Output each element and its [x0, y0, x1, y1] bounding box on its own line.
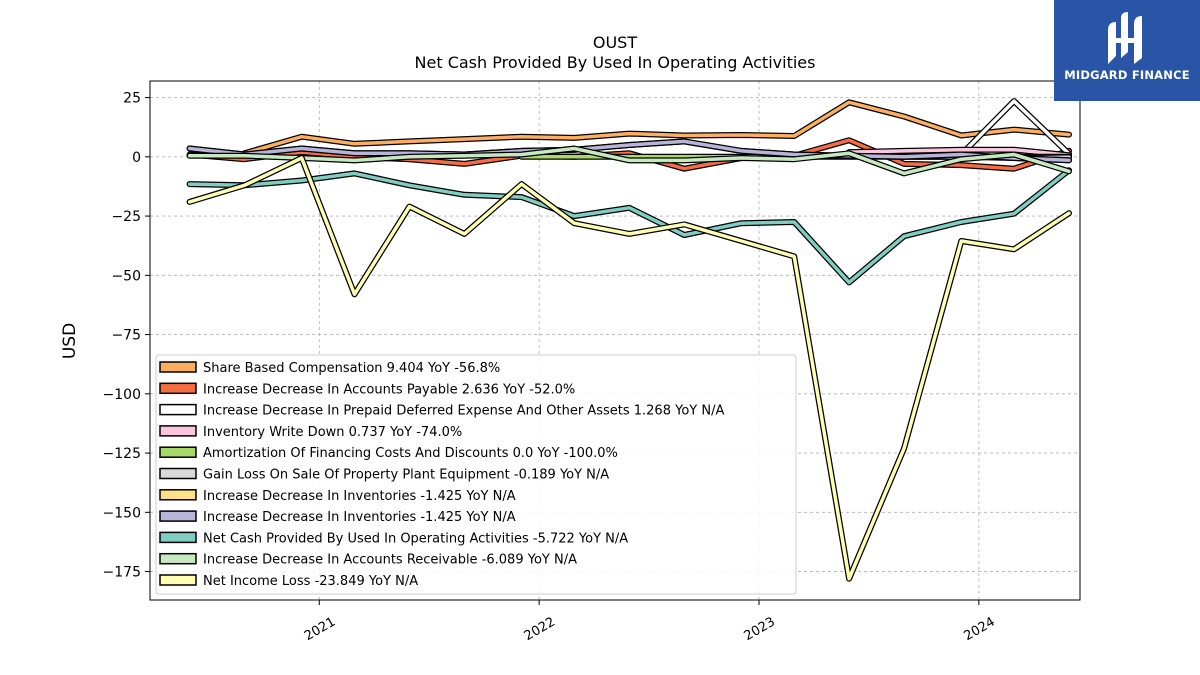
chart-subtitle: Net Cash Provided By Used In Operating A…: [415, 53, 816, 72]
legend-entry: Share Based Compensation 9.404 YoY -56.8…: [203, 361, 500, 376]
legend-swatch: [159, 382, 197, 395]
series-line-1: [187, 138, 1071, 171]
series-line-10: [187, 156, 1071, 581]
legend-swatch: [159, 361, 197, 373]
x-tick-label: 2021: [302, 615, 338, 645]
y-tick-label: −150: [103, 505, 141, 521]
plot-area-frame: [149, 80, 1081, 601]
y-axis-label: USD: [60, 323, 80, 359]
y-tick-label: 0: [132, 150, 141, 166]
x-tick-label: 2024: [962, 615, 998, 645]
legend-box: [155, 354, 797, 595]
legend-entry: Increase Decrease In Prepaid Deferred Ex…: [203, 404, 724, 419]
legend-swatch: [159, 489, 197, 501]
legend-swatch: [159, 552, 197, 565]
legend-swatch: [159, 403, 197, 416]
brand-name: MIDGARD FINANCE: [1064, 68, 1190, 82]
series-line-8: [187, 168, 1071, 285]
series-line-3: [847, 147, 1071, 157]
y-tick-label: −175: [103, 565, 141, 581]
legend-swatch: [159, 446, 197, 458]
y-tick-label: 25: [123, 91, 141, 107]
y-axis-ticks: 25 0 −25 −50 −75 −100 −125 −150 −175: [103, 91, 150, 581]
y-tick-label: −75: [111, 328, 141, 344]
brand-logo: MIDGARD FINANCE: [1054, 0, 1200, 101]
series-line-2: [959, 99, 1071, 157]
legend-entry: Increase Decrease In Inventories -1.425 …: [203, 510, 516, 525]
series-line-9: [187, 146, 1071, 176]
legend-entry: Inventory Write Down 0.737 YoY -74.0%: [203, 425, 462, 440]
legend-swatch: [159, 531, 197, 544]
legend-entry: Increase Decrease In Accounts Receivable…: [203, 553, 577, 568]
y-tick-label: −25: [111, 209, 141, 225]
legend-swatch: [159, 574, 197, 586]
legend: Share Based Compensation 9.404 YoY -56.8…: [155, 354, 797, 595]
legend-entry: Increase Decrease In Accounts Payable 2.…: [203, 382, 575, 397]
x-tick-label: 2023: [742, 615, 778, 645]
logo-mark-icon: [1108, 12, 1142, 64]
y-tick-label: −100: [103, 387, 141, 403]
legend-swatch: [159, 467, 197, 480]
y-tick-label: −125: [103, 446, 141, 462]
legend-entry: Gain Loss On Sale Of Property Plant Equi…: [203, 468, 609, 483]
x-tick-label: 2022: [522, 615, 558, 645]
series-lines: [186, 98, 1072, 582]
legend-swatch: [159, 510, 197, 522]
legend-entry: Increase Decrease In Inventories -1.425 …: [203, 489, 516, 504]
series-line-0: [242, 100, 1071, 156]
chart-title: OUST: [593, 33, 637, 52]
legend-swatch: [159, 425, 197, 437]
y-tick-label: −50: [111, 268, 141, 284]
series-line-7: [187, 139, 1071, 162]
legend-entry: Net Cash Provided By Used In Operating A…: [203, 531, 628, 546]
legend-entry: Net Income Loss -23.849 YoY N/A: [203, 574, 418, 589]
x-axis-ticks: 2021 2022 2023 2024: [302, 600, 998, 644]
legend-entry: Amortization Of Financing Costs And Disc…: [203, 446, 618, 461]
